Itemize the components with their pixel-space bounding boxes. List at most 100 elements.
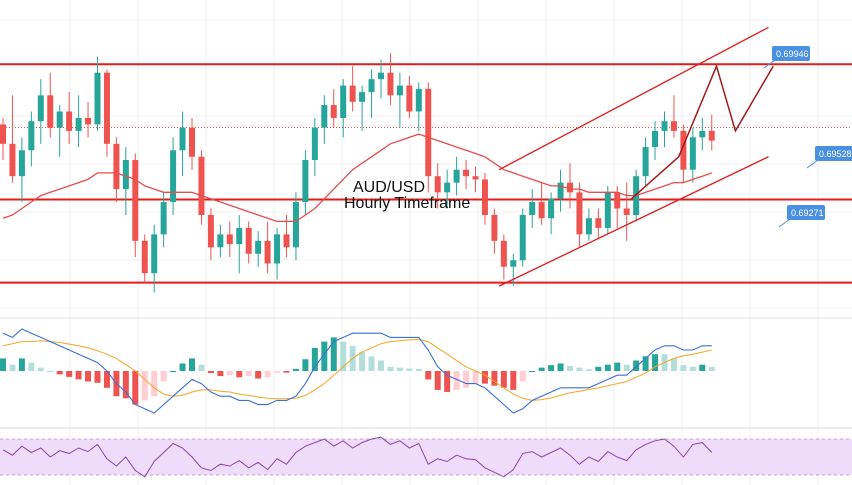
candle-body	[453, 169, 460, 183]
candle-body	[500, 240, 507, 267]
candle-body	[368, 79, 375, 93]
candlesticks	[0, 53, 715, 293]
macd-histogram-bar	[132, 371, 139, 405]
candle-body	[406, 85, 413, 112]
macd-histogram-bar	[585, 369, 592, 371]
macd-histogram-bar	[292, 368, 299, 371]
macd-histogram-bar	[406, 368, 413, 371]
macd-histogram-bar	[529, 371, 536, 372]
macd-histogram-bar	[0, 358, 6, 371]
candle-body	[614, 192, 621, 209]
macd-histogram-bar	[330, 337, 337, 371]
macd-histogram-bar	[85, 371, 92, 382]
macd-histogram-bar	[633, 360, 640, 371]
candle-body	[28, 121, 35, 151]
macd-histogram-bar	[708, 366, 715, 371]
macd-histogram-bar	[245, 371, 252, 377]
candle-body	[567, 182, 573, 193]
candle-body	[661, 121, 668, 131]
macd-histogram-bar	[472, 371, 479, 384]
candle-body	[217, 234, 224, 248]
candle-body	[415, 88, 422, 112]
price-label-pointer	[806, 159, 819, 169]
candle-body	[37, 95, 44, 122]
candle-body	[198, 156, 205, 215]
price-label-value: 0.69528	[819, 149, 852, 159]
macd-histogram-bar	[642, 356, 649, 371]
macd-histogram-bar	[226, 371, 233, 376]
price-label-pointer	[763, 59, 776, 69]
candle-body	[18, 150, 25, 177]
candle-body	[113, 143, 120, 190]
candle-body	[349, 85, 356, 102]
macd-histogram-bar	[359, 352, 366, 371]
price-label-support: 0.69271	[778, 205, 825, 228]
candle-body	[66, 111, 73, 131]
macd-histogram-bar	[670, 358, 677, 371]
candle-body	[434, 176, 441, 193]
macd-histogram-bar	[18, 358, 25, 371]
candle-body	[151, 234, 158, 274]
candle-body	[680, 130, 687, 170]
candle-body	[623, 208, 630, 215]
candle-body	[85, 117, 92, 125]
rsi-panel	[0, 436, 852, 478]
macd-histogram-bar	[425, 371, 432, 380]
candle-body	[122, 160, 129, 190]
candle-body	[444, 182, 451, 193]
macd-histogram-bar	[75, 371, 82, 380]
support-resistance-levels	[0, 63, 852, 284]
macd-histogram-bar	[311, 347, 318, 371]
rsi-line	[2, 436, 713, 478]
projection-path	[630, 63, 774, 200]
candle-body	[378, 72, 384, 80]
candle-body	[189, 127, 195, 157]
candle-body	[585, 218, 592, 235]
price-label-resistance: 0.69946	[763, 46, 810, 69]
rsi-band	[0, 439, 852, 475]
macd-histogram-bar	[519, 371, 526, 382]
candle-body	[0, 124, 6, 144]
macd-histogram-bar	[689, 366, 696, 371]
candle-body	[604, 192, 611, 228]
macd-histogram-bar	[151, 371, 158, 397]
macd-histogram-bar	[453, 371, 460, 390]
macd-histogram-bar	[302, 359, 309, 371]
macd-histogram-bar	[103, 371, 110, 388]
candle-body	[283, 234, 290, 248]
candle-body	[689, 137, 696, 170]
price-label-box	[787, 205, 825, 220]
candle-body	[396, 85, 403, 96]
candle-body	[387, 72, 394, 96]
candle-body	[463, 169, 470, 177]
chart-title-line-2: Hourly Timeframe	[344, 195, 470, 212]
candle-body	[425, 88, 432, 177]
candle-body	[359, 92, 366, 102]
macd-panel	[0, 328, 715, 414]
macd-histogram-bar	[179, 363, 186, 371]
macd-histogram-bar	[500, 371, 507, 388]
macd-histogram-bar	[623, 364, 630, 371]
projected-path-line	[630, 63, 774, 200]
macd-histogram-bar	[321, 341, 328, 371]
candle-body	[510, 260, 517, 267]
macd-histogram-bar	[160, 371, 167, 382]
macd-histogram-bar	[28, 362, 35, 371]
macd-histogram-bar	[510, 371, 517, 390]
candle-body	[699, 130, 706, 138]
candle-body	[529, 202, 536, 215]
candle-body	[245, 227, 252, 254]
candle-body	[274, 234, 281, 264]
macd-histogram-bar	[595, 366, 602, 371]
candle-body	[255, 240, 262, 254]
candle-body	[491, 214, 498, 241]
candle-body	[292, 202, 299, 248]
candle-body	[548, 198, 555, 219]
macd-histogram-bar	[548, 365, 555, 371]
macd-histogram-bar	[236, 371, 243, 378]
price-label-value: 0.69271	[791, 208, 824, 218]
price-label-pivot: 0.69528	[806, 146, 852, 169]
macd-histogram-bar	[491, 371, 498, 386]
